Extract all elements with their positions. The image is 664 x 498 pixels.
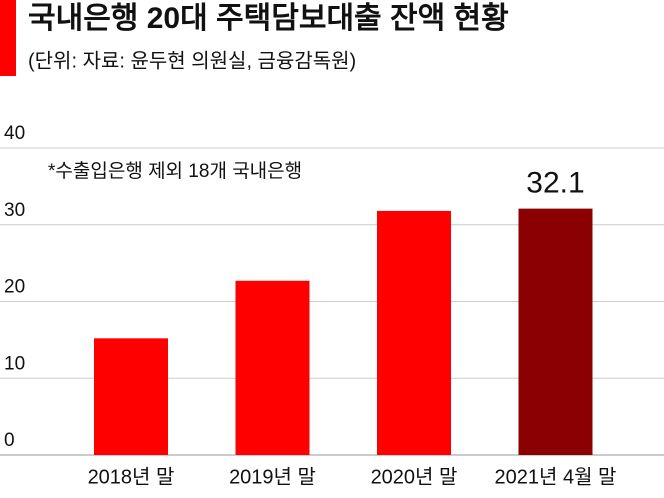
bar — [518, 208, 593, 455]
y-tick-label: 20 — [4, 277, 25, 298]
x-tick-label: 2021년 4월 말 — [495, 465, 617, 488]
chart-subtitle: (단위: 자료: 윤두현 의원실, 금융감독원) — [28, 49, 356, 72]
x-tick-label: 2020년 말 — [371, 465, 458, 488]
data-label: 32.1 — [526, 167, 584, 200]
annotation: *수출입은행 제외 18개 국내은행 — [48, 160, 302, 182]
bar — [377, 210, 451, 455]
bar — [94, 338, 168, 455]
x-tick-label: 2019년 말 — [229, 465, 316, 488]
x-tick-label: 2018년 말 — [88, 465, 175, 488]
bar — [235, 280, 310, 455]
y-tick-label: 30 — [4, 200, 25, 221]
y-tick-label: 40 — [4, 123, 25, 144]
y-tick-label: 0 — [4, 430, 15, 451]
title-accent — [0, 0, 16, 76]
y-tick-label: 10 — [4, 353, 25, 374]
chart-title: 국내은행 20대 주택담보대출 잔액 현황 — [28, 2, 509, 35]
